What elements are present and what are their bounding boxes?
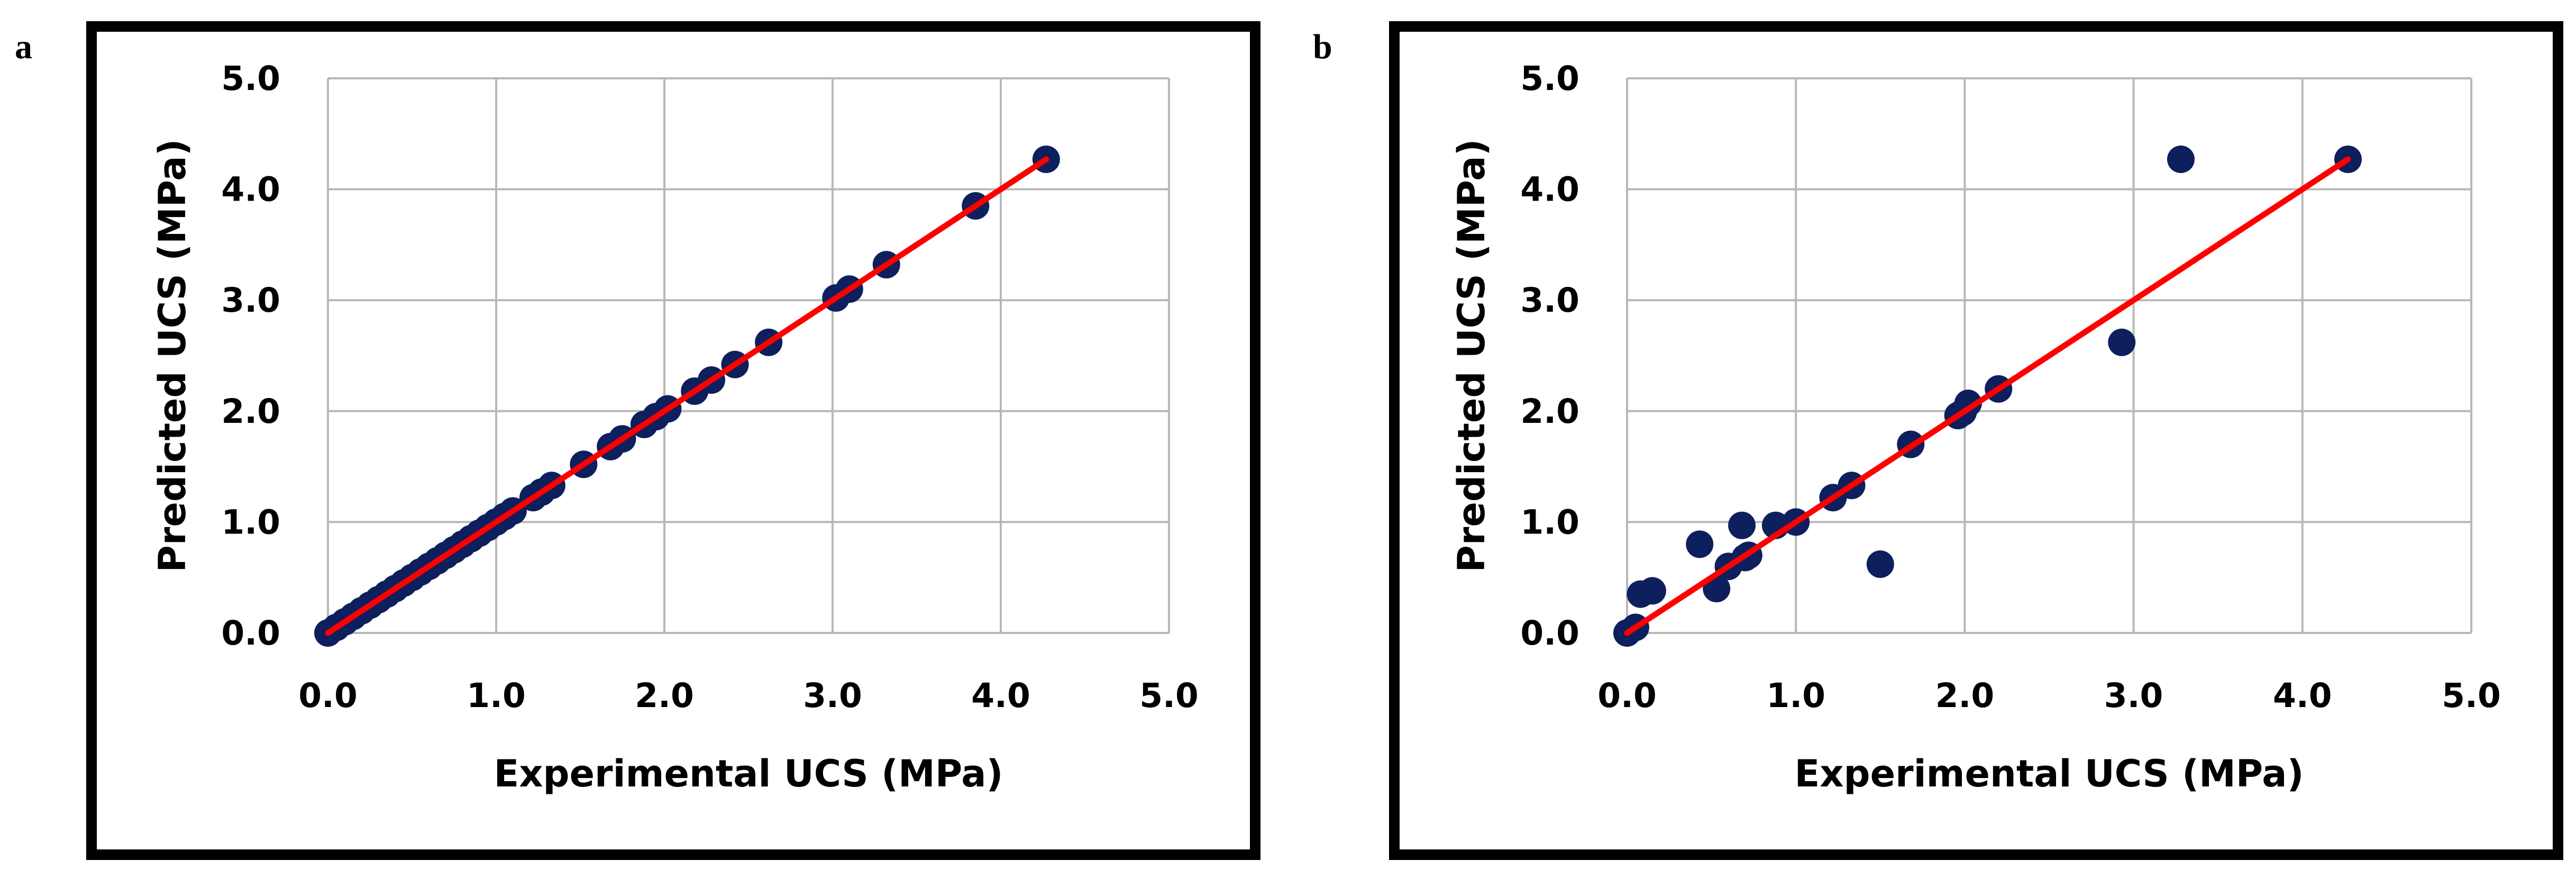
x-tick-label: 5.0 (1139, 676, 1199, 715)
y-tick-label: 0.0 (221, 614, 280, 653)
x-tick-label: 2.0 (635, 676, 694, 715)
data-point (2167, 146, 2195, 174)
y-tick-label: 1.0 (221, 503, 280, 541)
data-point (2108, 328, 2136, 356)
y-axis-title: Predicted UCS (MPa) (1450, 139, 1493, 573)
y-tick-label: 2.0 (1520, 392, 1579, 431)
y-tick-label: 2.0 (221, 392, 280, 431)
panel-letter: b (1313, 28, 1332, 66)
data-point (1686, 530, 1714, 558)
panel-frame (1389, 21, 2563, 860)
x-tick-label: 1.0 (467, 676, 526, 715)
y-tick-label: 5.0 (221, 59, 280, 98)
data-point (1728, 511, 1756, 539)
panel-letter: a (15, 28, 32, 66)
fit-line (325, 156, 1049, 636)
y-tick-label: 1.0 (1520, 503, 1579, 541)
x-tick-label: 4.0 (971, 676, 1030, 715)
panel-a: a 0.0 1.0 2.0 3.0 4.0 5.0 0.0 1.0 2.0 3.0 4.0 5.0 Exp… (15, 21, 1260, 860)
x-axis-title: Experimental UCS (MPa) (494, 752, 1003, 795)
data-point (1866, 550, 1894, 578)
x-tick-label: 0.0 (298, 676, 358, 715)
x-tick-label: 1.0 (1766, 676, 1825, 715)
fit-line (1624, 156, 2351, 636)
x-tick-label: 0.0 (1597, 676, 1657, 715)
y-tick-label: 0.0 (1520, 614, 1579, 653)
panel-b: b 0.0 1.0 2.0 3.0 4.0 5.0 0.0 1.0 2.0 3.0 4.0 5.0 Exp… (1313, 21, 2563, 860)
panel-frame (86, 21, 1260, 860)
x-tick-label: 3.0 (2104, 676, 2163, 715)
y-tick-label: 4.0 (221, 170, 280, 209)
y-tick-label: 4.0 (1520, 170, 1579, 209)
x-tick-label: 3.0 (803, 676, 862, 715)
x-tick-label: 4.0 (2273, 676, 2332, 715)
y-tick-label: 3.0 (1520, 281, 1579, 320)
x-tick-label: 2.0 (1935, 676, 1995, 715)
x-axis-title: Experimental UCS (MPa) (1795, 752, 2304, 795)
y-tick-label: 3.0 (221, 281, 280, 320)
y-axis-title: Predicted UCS (MPa) (151, 139, 194, 573)
data-point (1638, 577, 1666, 605)
x-tick-label: 5.0 (2442, 676, 2501, 715)
y-tick-label: 5.0 (1520, 59, 1579, 98)
